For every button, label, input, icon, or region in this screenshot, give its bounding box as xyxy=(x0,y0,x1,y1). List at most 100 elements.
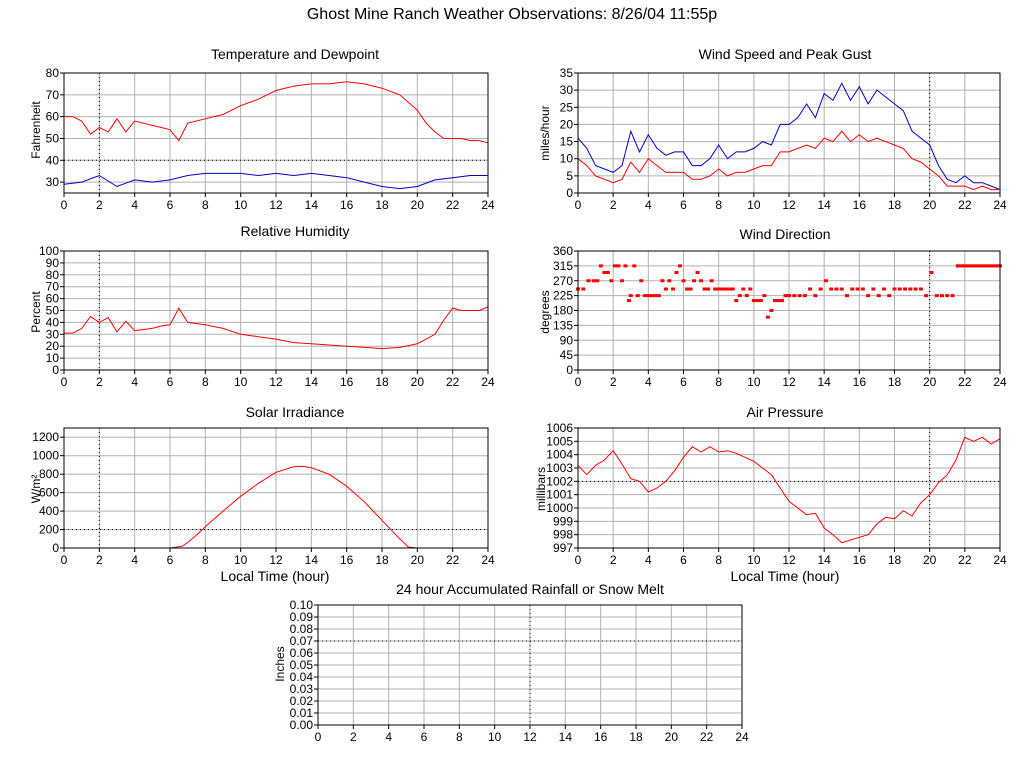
dir-point xyxy=(663,287,668,291)
dir-point xyxy=(670,287,675,291)
dir-point xyxy=(639,279,644,283)
dir-point xyxy=(939,294,944,298)
pressure-ytick-label: 1005 xyxy=(546,434,573,448)
dir-point xyxy=(653,294,658,298)
temp-xtick-label: 2 xyxy=(96,198,103,212)
dir-ytick-label: 0 xyxy=(566,363,573,377)
dir-point xyxy=(929,270,934,274)
rain-xtick-label: 0 xyxy=(315,730,322,744)
dir-point xyxy=(720,287,725,291)
temp-series-0 xyxy=(64,81,489,144)
rh-xtick-label: 22 xyxy=(446,375,460,389)
solar-xtick-label: 24 xyxy=(481,553,495,567)
dir-point xyxy=(632,264,637,268)
rh-xtick-label: 10 xyxy=(234,375,248,389)
wind-ytick-label: 5 xyxy=(566,169,573,183)
temp-xtick-label: 6 xyxy=(167,198,174,212)
wind-xtick-label: 4 xyxy=(645,198,652,212)
dir-ytick-label: 315 xyxy=(553,259,573,273)
rain-xtick-label: 24 xyxy=(735,730,749,744)
rh-xtick-label: 4 xyxy=(131,375,138,389)
dir-point xyxy=(802,294,807,298)
solar-ytick-label: 1200 xyxy=(32,430,59,444)
solar-xtick-label: 16 xyxy=(340,553,354,567)
dir-point xyxy=(595,279,600,283)
pressure-xtick-label: 10 xyxy=(747,553,761,567)
rain-xtick-label: 8 xyxy=(456,730,463,744)
solar-series-0 xyxy=(64,465,488,549)
solar-xtick-label: 10 xyxy=(234,553,248,567)
wind-series-1 xyxy=(577,130,1000,191)
wind-ytick-label: 35 xyxy=(560,66,574,80)
dir-ytick-label: 225 xyxy=(553,289,573,303)
dir-point xyxy=(887,294,892,298)
dir-xtick-label: 0 xyxy=(575,375,582,389)
wind-xtick-label: 20 xyxy=(923,198,937,212)
temp-xtick-label: 22 xyxy=(446,198,460,212)
solar-xtick-label: 6 xyxy=(167,553,174,567)
dir-ytick-label: 90 xyxy=(560,333,574,347)
dir-point xyxy=(769,309,774,312)
rain-ytick-label: 0.10 xyxy=(290,598,314,612)
wind-xtick-label: 0 xyxy=(575,198,582,212)
rh-xtick-label: 0 xyxy=(61,375,68,389)
rain-xtick-label: 20 xyxy=(665,730,679,744)
dir-xtick-label: 22 xyxy=(958,375,972,389)
pressure-ytick-label: 1001 xyxy=(546,488,573,502)
dir-ytick-label: 270 xyxy=(553,274,573,288)
wind-ytick-label: 20 xyxy=(560,117,574,131)
temp-xtick-label: 20 xyxy=(411,198,425,212)
dir-point xyxy=(699,279,704,283)
dir-xtick-label: 10 xyxy=(747,375,761,389)
rain-xtick-label: 16 xyxy=(594,730,608,744)
rain-chart-title: 24 hour Accumulated Rainfall or Snow Mel… xyxy=(396,581,664,597)
rh-ytick-label: 50 xyxy=(46,304,60,318)
wind-xtick-label: 14 xyxy=(817,198,831,212)
pressure-xtick-label: 18 xyxy=(888,553,902,567)
dir-point xyxy=(730,287,735,291)
dir-point xyxy=(860,287,865,291)
dir-point xyxy=(744,294,749,298)
dir-ytick-label: 180 xyxy=(553,304,573,318)
rain-xtick-label: 18 xyxy=(629,730,643,744)
wind-xtick-label: 24 xyxy=(993,198,1007,212)
rh-xtick-label: 14 xyxy=(305,375,319,389)
pressure-xtick-label: 0 xyxy=(575,553,582,567)
rh-xtick-label: 18 xyxy=(375,375,389,389)
wind-xtick-label: 12 xyxy=(782,198,796,212)
pressure-ytick-label: 998 xyxy=(553,528,573,542)
dir-point xyxy=(845,294,850,298)
wind-ytick-label: 0 xyxy=(566,186,573,200)
temp-xtick-label: 16 xyxy=(340,198,354,212)
rain-xtick-label: 14 xyxy=(559,730,573,744)
dir-point xyxy=(823,279,828,283)
pressure-xtick-label: 20 xyxy=(923,553,937,567)
dir-point xyxy=(866,294,871,298)
temp-ytick-label: 60 xyxy=(46,110,60,124)
dir-point xyxy=(913,287,918,291)
dir-point xyxy=(762,294,767,298)
temp-series-1 xyxy=(63,172,488,190)
dir-point xyxy=(839,287,844,291)
dir-point xyxy=(709,279,714,283)
wind-ytick-label: 15 xyxy=(560,135,574,149)
rh-xtick-label: 8 xyxy=(202,375,209,389)
dir-point xyxy=(903,287,908,291)
temp-xtick-label: 14 xyxy=(305,198,319,212)
dir-point xyxy=(677,264,682,268)
pressure-chart-title: Air Pressure xyxy=(746,404,824,420)
rh-ytick-label: 60 xyxy=(46,292,60,306)
dir-point xyxy=(623,264,628,268)
dir-point xyxy=(772,299,777,303)
dir-point xyxy=(897,287,902,291)
rain-ytick-label: 0.03 xyxy=(290,682,314,696)
rain-xtick-label: 22 xyxy=(700,730,714,744)
dir-point xyxy=(776,299,781,303)
dir-point xyxy=(581,287,586,291)
wind-xtick-label: 8 xyxy=(715,198,722,212)
pressure-ytick-label: 1006 xyxy=(546,421,573,435)
dir-point xyxy=(945,294,950,298)
rain-ytick-label: 0.06 xyxy=(290,646,314,660)
dir-point xyxy=(723,287,728,291)
